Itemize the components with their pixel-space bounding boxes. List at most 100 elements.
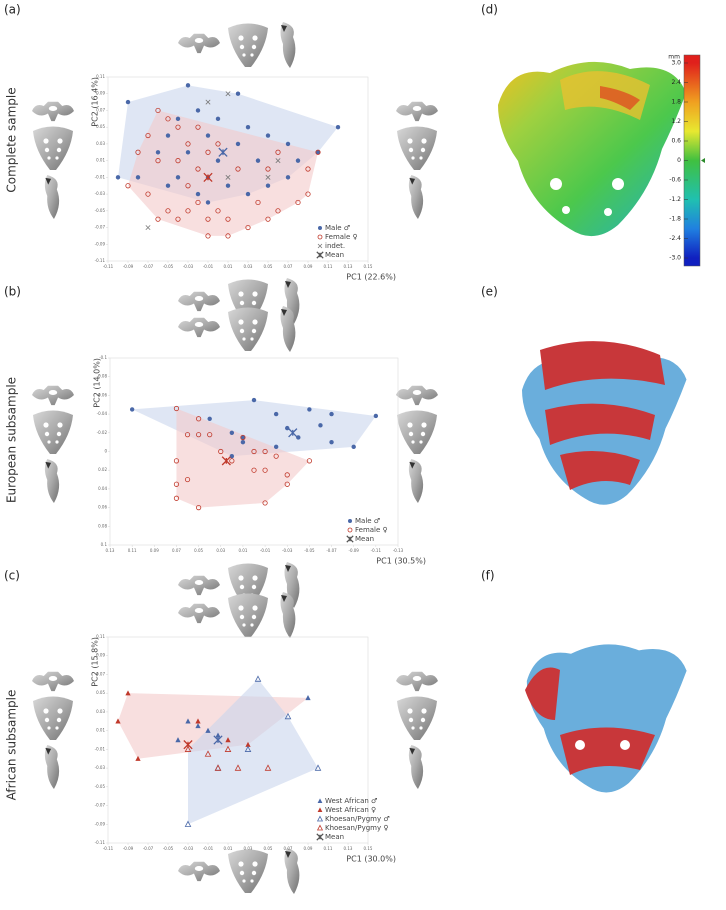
point	[175, 175, 181, 180]
colorbar: mm	[668, 54, 701, 267]
point	[329, 439, 334, 445]
legend-label: Female ♀	[355, 526, 388, 534]
plot-frame	[107, 76, 369, 262]
point	[305, 695, 311, 701]
point	[235, 91, 241, 96]
point	[273, 444, 279, 450]
sacrum-view	[408, 175, 424, 219]
legend-marker	[316, 251, 324, 259]
y-tick-label: 0.07	[96, 107, 105, 112]
y-tick-label: 0.1	[101, 542, 108, 547]
sacrum-view	[397, 126, 437, 170]
point	[225, 183, 231, 188]
point	[244, 745, 252, 752]
point	[185, 141, 191, 147]
point	[275, 149, 281, 155]
point	[173, 405, 180, 412]
point	[240, 435, 246, 440]
y-axis-label: PC2 (14.0%)	[93, 358, 102, 408]
colorbar-tick-label: 0.6	[671, 138, 681, 145]
foramen	[562, 206, 570, 214]
sacrum-view	[284, 848, 300, 894]
mean-point	[183, 740, 193, 750]
sacrum-view	[280, 22, 296, 68]
x-tick-label: -0.11	[103, 846, 114, 851]
x-tick-label: 0.01	[224, 264, 233, 269]
x-tick-label: -0.03	[282, 548, 293, 553]
mean-point	[203, 172, 213, 182]
mean-point	[288, 428, 298, 438]
y-tick-label: 0.07	[96, 671, 105, 676]
point	[329, 411, 334, 417]
point	[229, 458, 235, 464]
point	[207, 416, 212, 421]
point	[184, 745, 192, 752]
point	[129, 407, 135, 412]
colorbar-tick-label: 2.4	[671, 79, 681, 86]
sacrum-view	[408, 459, 424, 503]
point	[235, 141, 241, 147]
point	[273, 411, 279, 417]
y-tick-label: 0	[104, 449, 107, 454]
x-axis-label: PC1 (30.0%)	[346, 855, 396, 864]
point	[204, 750, 212, 757]
x-tick-label: -0.03	[183, 846, 194, 851]
sacrum-view	[178, 317, 220, 338]
point	[145, 132, 151, 139]
panel-label: (d)	[481, 3, 498, 17]
x-tick-label: 0.11	[128, 548, 137, 553]
sacrum-view	[33, 126, 73, 170]
point	[229, 430, 235, 435]
point	[205, 216, 211, 222]
x-tick-label: 0.13	[344, 846, 353, 851]
panel-label: (f)	[481, 569, 495, 583]
point	[205, 99, 211, 105]
hull	[176, 408, 310, 508]
point	[275, 208, 281, 214]
sacrum-view	[228, 307, 268, 351]
x-tick-label: 0.03	[244, 846, 253, 851]
legend-marker	[316, 815, 324, 822]
legend-label: Mean	[325, 251, 344, 259]
foramen	[604, 208, 612, 216]
y-tick-label: 0.05	[96, 690, 105, 695]
point	[225, 737, 231, 743]
point	[245, 191, 251, 197]
point	[196, 432, 202, 438]
legend-label: indet.	[325, 242, 345, 250]
colorbar-tick-label: 1.8	[671, 99, 681, 106]
y-tick-label: 0.03	[96, 141, 105, 146]
point	[125, 690, 131, 696]
legend-marker	[317, 243, 323, 249]
y-tick-label: -0.1	[99, 355, 107, 360]
point	[125, 183, 131, 189]
point	[145, 191, 151, 197]
sacrum-view	[397, 696, 437, 740]
x-tick-label: 0.09	[150, 548, 159, 553]
point	[284, 712, 292, 720]
point	[115, 718, 121, 724]
point	[165, 183, 171, 188]
x-tick-label: 0.13	[106, 548, 115, 553]
x-axis-label: PC1 (30.5%)	[376, 557, 426, 566]
sacrum-view	[408, 745, 424, 789]
point	[135, 149, 141, 155]
legend-label: Mean	[325, 833, 344, 841]
point	[225, 174, 231, 180]
point	[273, 453, 279, 459]
point	[262, 448, 268, 455]
point	[245, 741, 251, 747]
x-tick-label: 0.09	[304, 846, 313, 851]
legend-marker	[317, 807, 323, 812]
x-tick-label: 0.13	[344, 264, 353, 269]
point	[305, 191, 311, 197]
point	[196, 504, 202, 511]
x-tick-label: -0.01	[260, 548, 271, 553]
sacrum-view	[178, 291, 220, 312]
render-overlap	[560, 451, 640, 490]
point	[165, 116, 171, 122]
point	[185, 718, 191, 724]
point	[295, 158, 301, 163]
x-tick-label: 0.09	[304, 264, 313, 269]
legend-marker	[317, 234, 323, 240]
